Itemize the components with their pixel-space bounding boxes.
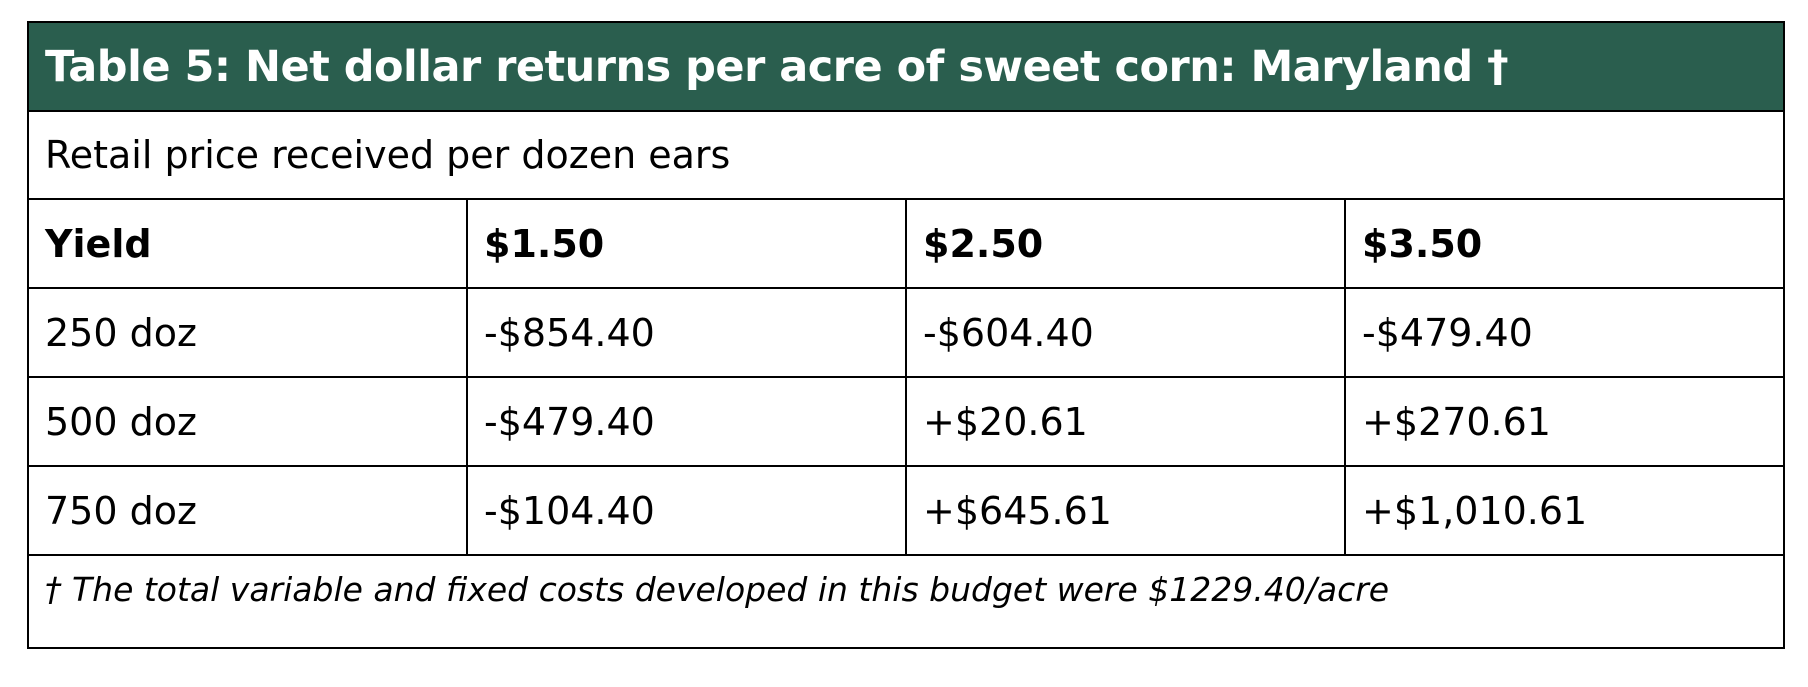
table-row: 750 doz -$104.40 +$645.61 +$1,010.61 xyxy=(29,467,1783,556)
table-cell: -$104.40 xyxy=(468,467,907,554)
header-cell-price-1-50: $1.50 xyxy=(468,200,907,287)
table-title-bar: Table 5: Net dollar returns per acre of … xyxy=(29,23,1783,112)
header-cell-yield: Yield xyxy=(29,200,468,287)
table-row: 250 doz -$854.40 -$604.40 -$479.40 xyxy=(29,289,1783,378)
table-title: Table 5: Net dollar returns per acre of … xyxy=(45,41,1509,92)
row-yield-cell: 500 doz xyxy=(29,378,468,465)
row-yield-cell: 750 doz xyxy=(29,467,468,554)
table-subtitle: Retail price received per dozen ears xyxy=(29,112,1783,200)
table-footnote: † The total variable and fixed costs dev… xyxy=(45,570,1390,609)
table-cell: -$854.40 xyxy=(468,289,907,376)
returns-table: Table 5: Net dollar returns per acre of … xyxy=(27,21,1785,649)
table-cell: -$479.40 xyxy=(1362,310,1533,355)
table-cell: -$604.40 xyxy=(907,289,1346,376)
table-cell: +$20.61 xyxy=(907,378,1346,465)
header-cell-price-3-50: $3.50 xyxy=(1362,221,1483,266)
table-cell: +$270.61 xyxy=(1362,399,1551,444)
table-cell: +$1,010.61 xyxy=(1362,488,1588,533)
table-cell: +$645.61 xyxy=(907,467,1346,554)
table-cell: -$479.40 xyxy=(468,378,907,465)
table-header-row: Yield $1.50 $2.50 $3.50 xyxy=(29,200,1783,289)
header-cell-price-2-50: $2.50 xyxy=(907,200,1346,287)
row-yield-cell: 250 doz xyxy=(29,289,468,376)
table-row: 500 doz -$479.40 +$20.61 +$270.61 xyxy=(29,378,1783,467)
